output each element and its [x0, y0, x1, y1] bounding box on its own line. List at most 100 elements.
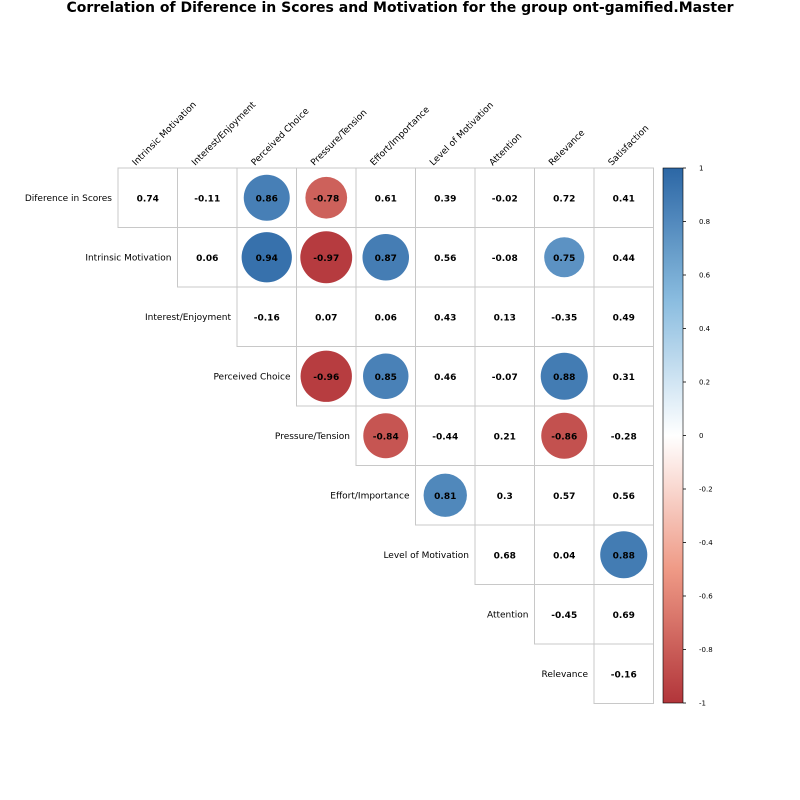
colorbar-tick-label: 0: [699, 432, 703, 440]
correlation-circle: [362, 233, 410, 281]
cell-value-label: 0.39: [434, 194, 456, 204]
cell-value-label: 0.57: [553, 492, 575, 502]
cell-value-label: -0.02: [492, 194, 518, 204]
heatmap-cell: [593, 405, 654, 466]
heatmap-cell: [534, 524, 595, 585]
heatmap-cell: [415, 405, 476, 466]
cell-value-label: 0.46: [434, 373, 456, 383]
cell-value-label: 0.44: [613, 254, 635, 264]
cell-value-label: 0.87: [375, 254, 397, 264]
colorbar-tick-label: 0.4: [699, 325, 711, 333]
heatmap-cell: [534, 286, 595, 347]
colorbar-tick-label: -0.4: [699, 539, 713, 547]
heatmap-cell: [474, 405, 535, 466]
correlation-circle: [241, 232, 292, 283]
column-label: Effort/Importance: [369, 105, 432, 168]
heatmap-cell: [474, 167, 535, 228]
row-label: Intrinsic Motivation: [85, 253, 171, 263]
cell-value-label: -0.11: [194, 194, 220, 204]
heatmap-cell: [236, 286, 297, 347]
correlation-circle: [300, 350, 352, 402]
cell-value-label: -0.45: [551, 611, 577, 621]
heatmap-cell: [593, 227, 654, 288]
heatmap-cell: [415, 286, 476, 347]
cell-value-label: 0.88: [553, 373, 575, 383]
correlation-circle: [305, 176, 348, 219]
correlation-circle: [544, 237, 585, 278]
correlation-circle: [363, 413, 409, 459]
cell-value-label: 0.06: [196, 254, 218, 264]
cell-value-label: 0.61: [375, 194, 397, 204]
row-label: Perceived Choice: [213, 372, 291, 382]
heatmap-cell: [296, 286, 357, 347]
heatmap-cell: [593, 584, 654, 645]
cell-value-label: 0.85: [375, 373, 397, 383]
heatmap-cell: [474, 346, 535, 407]
heatmap-cell: [593, 465, 654, 526]
cell-value-label: 0.68: [494, 551, 516, 561]
cell-value-label: 0.56: [434, 254, 456, 264]
heatmap-cell: [593, 643, 654, 704]
row-label: Relevance: [542, 670, 589, 680]
correlation-circle: [541, 412, 588, 459]
heatmap-cell: [415, 227, 476, 288]
colorbar: [662, 167, 684, 704]
heatmap-cell: [593, 167, 654, 228]
correlation-circle: [363, 353, 409, 399]
correlation-circle: [243, 174, 290, 221]
cell-value-label: -0.44: [432, 432, 458, 442]
column-label: Satisfaction: [607, 124, 651, 168]
row-label: Effort/Importance: [330, 491, 410, 501]
correlation-circle: [423, 473, 467, 517]
cell-value-label: -0.78: [313, 194, 339, 204]
cell-value-label: 0.49: [613, 313, 635, 323]
colorbar-tick-label: 1: [699, 165, 703, 173]
column-label: Interest/Enjoyment: [190, 100, 258, 168]
cell-value-label: 0.81: [434, 492, 456, 502]
heatmap-cell: [534, 584, 595, 645]
cell-value-label: -0.84: [373, 432, 399, 442]
correlation-circle: [540, 352, 588, 400]
cell-value-label: -0.97: [313, 254, 339, 264]
row-label: Level of Motivation: [383, 551, 469, 561]
colorbar-tick-label: -1: [699, 700, 706, 708]
colorbar-tick-label: -0.8: [699, 646, 713, 654]
colorbar-tick-label: 0.8: [699, 218, 710, 226]
cell-value-label: 0.94: [256, 254, 278, 264]
cell-value-label: -0.16: [611, 670, 637, 680]
row-label: Interest/Enjoyment: [145, 313, 231, 323]
cell-value-label: 0.3: [497, 492, 513, 502]
cell-value-label: -0.07: [492, 373, 518, 383]
cell-value-label: 0.72: [553, 194, 575, 204]
cell-value-label: 0.56: [613, 492, 635, 502]
cell-value-label: 0.04: [553, 551, 575, 561]
column-label: Attention: [488, 132, 524, 168]
cell-value-label: 0.31: [613, 373, 635, 383]
heatmap-cell: [593, 346, 654, 407]
colorbar-tick-label: 0.6: [699, 272, 711, 280]
heatmap-cell: [415, 167, 476, 228]
row-label: Pressure/Tension: [275, 432, 350, 442]
correlation-circle: [600, 531, 648, 579]
cell-value-label: -0.16: [254, 313, 280, 323]
column-label: Relevance: [547, 128, 587, 168]
row-label: Attention: [487, 610, 529, 620]
cell-value-label: 0.88: [613, 551, 635, 561]
cell-value-label: 0.13: [494, 313, 516, 323]
cell-value-label: 0.74: [137, 194, 159, 204]
cell-value-label: -0.28: [611, 432, 637, 442]
heatmap-cell: [474, 286, 535, 347]
column-label: Perceived Choice: [250, 106, 312, 168]
cell-value-label: -0.86: [551, 432, 577, 442]
colorbar-tick-label: 0.2: [699, 379, 710, 387]
cell-value-label: 0.75: [553, 254, 575, 264]
colorbar-tick-label: -0.6: [699, 593, 713, 601]
heatmap-cell: [355, 286, 416, 347]
heatmap-cell: [593, 286, 654, 347]
cell-value-label: 0.86: [256, 194, 278, 204]
column-label: Pressure/Tension: [309, 108, 369, 168]
cell-value-label: 0.69: [613, 611, 635, 621]
cell-value-label: 0.21: [494, 432, 516, 442]
cell-value-label: 0.06: [375, 313, 397, 323]
